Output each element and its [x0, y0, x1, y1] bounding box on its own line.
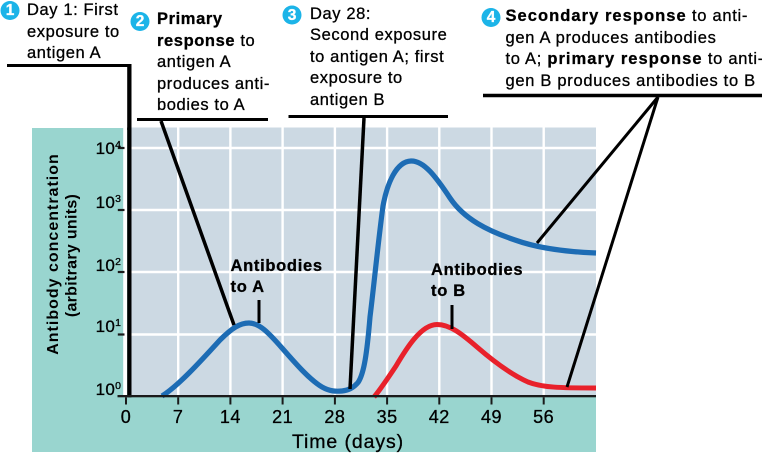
svg-text:Antibody concentration: Antibody concentration — [45, 153, 62, 355]
svg-text:(arbitrary units): (arbitrary units) — [64, 194, 81, 317]
